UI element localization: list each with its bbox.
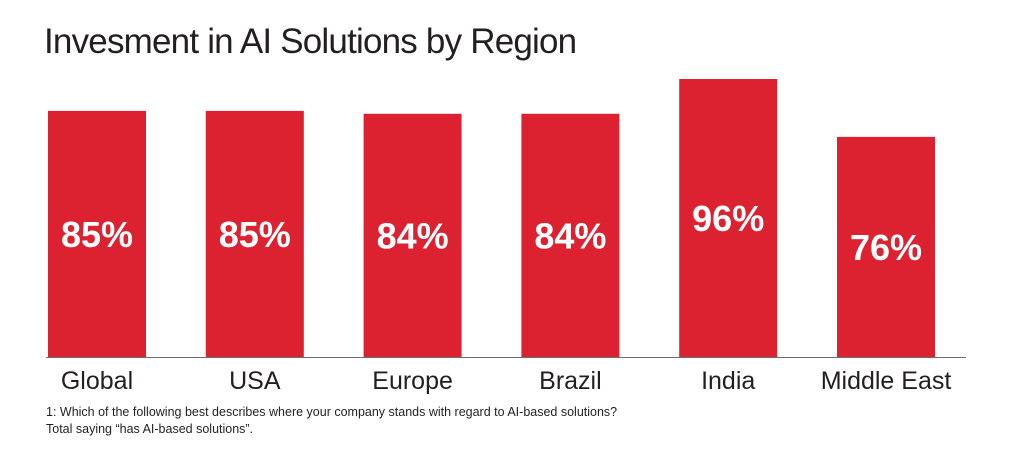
footnote-line-1: 1: Which of the following best describes… xyxy=(46,405,618,419)
data-label: 84% xyxy=(534,215,606,256)
bar-europe xyxy=(363,113,462,358)
category-label: Global xyxy=(61,367,133,395)
data-label: 76% xyxy=(850,227,922,268)
bar-brazil xyxy=(521,113,620,358)
labels-layer: 85% Global 85% USA 84% Europe 84% Brazil 96% Indi… xyxy=(61,198,951,395)
category-label: India xyxy=(701,367,755,395)
data-label: 84% xyxy=(377,215,449,256)
footnote: 1: Which of the following best describes… xyxy=(46,404,617,438)
category-label: Europe xyxy=(372,367,453,395)
bar-global xyxy=(48,110,146,358)
bar-india xyxy=(679,79,778,357)
category-label: USA xyxy=(229,367,281,395)
data-label: 96% xyxy=(692,198,764,239)
bar-usa xyxy=(205,110,304,358)
footnote-line-2: Total saying “has AI-based solutions”. xyxy=(46,422,254,436)
category-label: Brazil xyxy=(539,367,602,395)
bar-middle-east xyxy=(837,136,935,357)
data-label: 85% xyxy=(61,214,133,255)
category-label: Middle East xyxy=(821,367,952,395)
bars-layer xyxy=(48,79,935,358)
chart-title: Invesment in AI Solutions by Region xyxy=(44,22,577,61)
data-label: 85% xyxy=(219,214,291,255)
